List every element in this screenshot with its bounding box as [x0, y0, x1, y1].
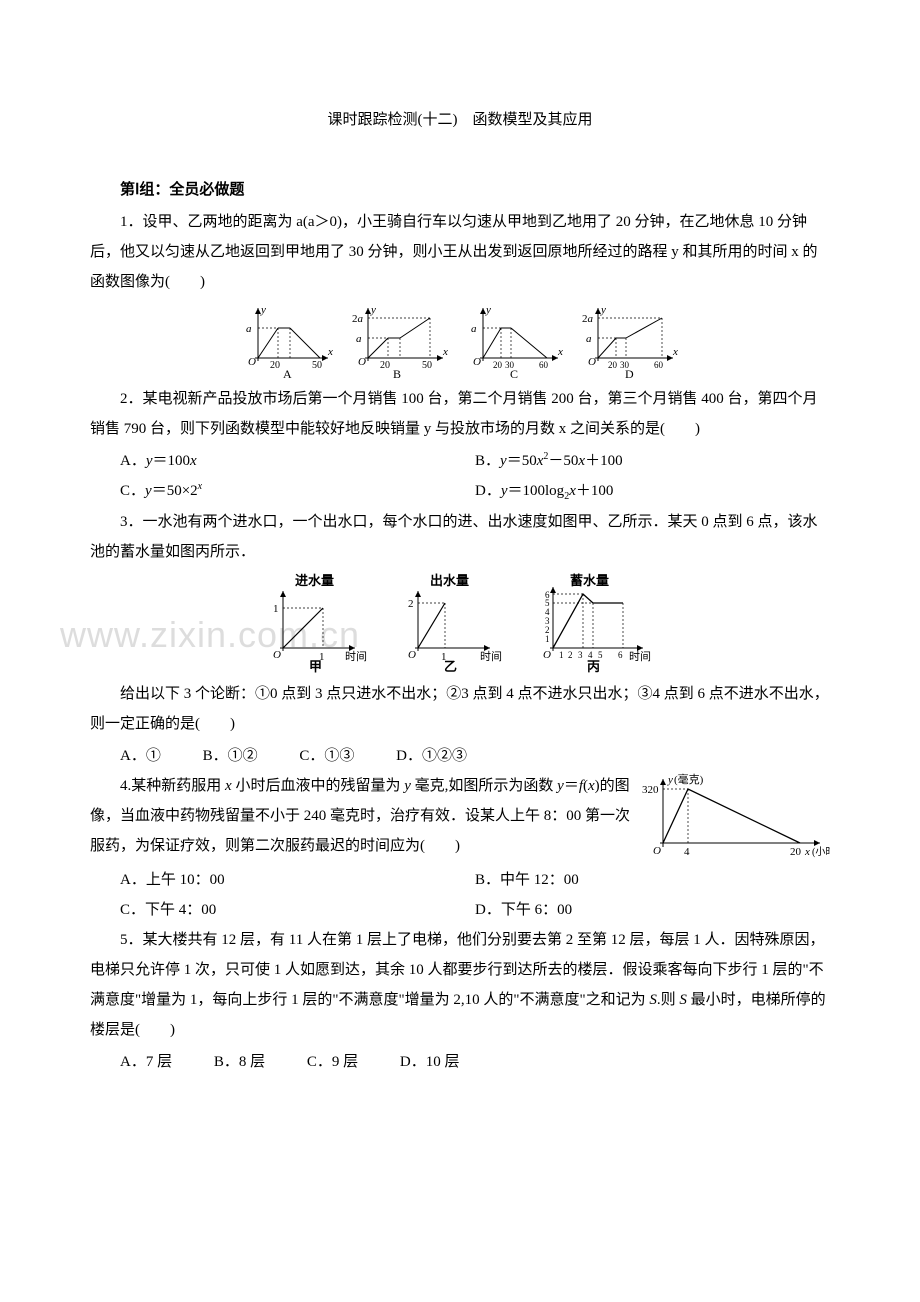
svg-text:y: y — [370, 304, 376, 316]
svg-text:B: B — [393, 367, 401, 378]
q2-opt-b: B．y＝50x2－50x＋100 — [475, 446, 830, 476]
q5-opt-c: C．9 层 — [307, 1047, 358, 1077]
q1-figures: x y O a 20 50 A x y O 2a a 20 50 B — [90, 303, 830, 378]
q2-options: A．y＝100x B．y＝50x2－50x＋100 C．y＝50×2x D．y＝… — [90, 446, 830, 507]
svg-text:C: C — [510, 367, 518, 378]
q4-opt-d: D．下午 6：00 — [475, 895, 830, 925]
q1-fig-a: x y O a 20 50 A — [240, 303, 335, 378]
svg-text:O: O — [543, 649, 551, 661]
svg-text:20: 20 — [380, 360, 390, 371]
q4-figure: y (毫克) 320 O 4 20 x (小时) — [640, 771, 830, 861]
svg-text:20: 20 — [493, 360, 503, 370]
svg-text:(毫克): (毫克) — [674, 772, 704, 786]
svg-text:50: 50 — [422, 360, 432, 371]
q1-fig-b: x y O 2a a 20 50 B — [350, 303, 450, 378]
svg-text:20: 20 — [608, 360, 618, 370]
svg-text:60: 60 — [654, 360, 664, 370]
question-5-text: 5．某大楼共有 12 层，有 11 人在第 1 层上了电梯，他们分别要去第 2 … — [90, 925, 830, 1045]
svg-text:(小时): (小时) — [812, 846, 830, 858]
svg-text:2a: 2a — [352, 313, 364, 325]
section-heading: 第Ⅰ组：全员必做题 — [90, 175, 830, 205]
svg-text:320: 320 — [642, 784, 659, 796]
svg-text:O: O — [473, 356, 481, 368]
svg-text:出水量: 出水量 — [430, 573, 469, 588]
svg-text:1: 1 — [273, 603, 279, 615]
svg-text:时间: 时间 — [480, 650, 502, 663]
q5-options: A．7 层 B．8 层 C．9 层 D．10 层 — [90, 1047, 830, 1077]
q5-opt-a: A．7 层 — [120, 1047, 172, 1077]
q1-fig-c: x y O a 20 30 60 C — [465, 303, 565, 378]
svg-text:y: y — [600, 304, 606, 316]
q2-opt-d: D．y＝100log2x＋100 — [475, 476, 830, 507]
svg-text:2: 2 — [408, 598, 414, 610]
q4-opt-a: A．上午 10：00 — [120, 865, 475, 895]
svg-text:O: O — [273, 649, 281, 661]
svg-text:a: a — [356, 333, 362, 345]
svg-text:20: 20 — [790, 846, 802, 858]
svg-text:y: y — [260, 304, 266, 316]
svg-text:x: x — [442, 346, 448, 358]
q3-options: A．① B．①② C．①③ D．①②③ — [90, 741, 830, 771]
q2-opt-a: A．y＝100x — [120, 446, 475, 476]
svg-text:y: y — [667, 774, 673, 786]
q5-opt-b: B．8 层 — [214, 1047, 265, 1077]
svg-text:2a: 2a — [582, 313, 594, 325]
q3-fig-bing: 蓄水量 6 5 4 3 2 1 O 1 2 3 4 5 6 时间 丙 — [525, 573, 665, 673]
svg-text:O: O — [588, 356, 596, 368]
svg-text:O: O — [358, 356, 366, 368]
svg-text:6: 6 — [618, 650, 623, 660]
svg-text:进水量: 进水量 — [295, 573, 334, 588]
svg-text:4: 4 — [684, 846, 690, 858]
svg-text:y: y — [485, 304, 491, 316]
q3-figures: www.zixin.com.cn 进水量 1 1 O 时间 甲 出水量 2 1 … — [90, 573, 830, 673]
svg-text:1: 1 — [545, 634, 550, 644]
svg-text:x: x — [672, 346, 678, 358]
q2-opt-c: C．y＝50×2x — [120, 476, 475, 507]
svg-text:时间: 时间 — [629, 650, 651, 663]
svg-text:x: x — [557, 346, 563, 358]
svg-text:时间: 时间 — [345, 650, 367, 663]
q4-opt-b: B．中午 12：00 — [475, 865, 830, 895]
q3-opt-a: A．① — [120, 741, 161, 771]
svg-text:a: a — [246, 323, 252, 335]
q4-opt-c: C．下午 4：00 — [120, 895, 475, 925]
question-3-text2: 给出以下 3 个论断：①0 点到 3 点只进水不出水；②3 点到 4 点不进水只… — [90, 679, 830, 739]
svg-text:3: 3 — [578, 650, 583, 660]
q3-opt-b: B．①② — [203, 741, 258, 771]
svg-text:A: A — [283, 367, 292, 378]
q1-fig-d: x y O 2a a 20 30 60 D — [580, 303, 680, 378]
page-title: 课时跟踪检测(十二) 函数模型及其应用 — [90, 105, 830, 135]
q3-fig-jia: 进水量 1 1 O 时间 甲 — [255, 573, 375, 673]
question-1-text: 1．设甲、乙两地的距离为 a(a＞0)，小王骑自行车以匀速从甲地到乙地用了 20… — [90, 207, 830, 297]
q3-opt-c: C．①③ — [299, 741, 354, 771]
svg-text:20: 20 — [270, 360, 280, 371]
svg-text:a: a — [586, 333, 592, 345]
svg-text:50: 50 — [312, 360, 322, 371]
svg-text:x: x — [327, 346, 333, 358]
svg-text:蓄水量: 蓄水量 — [570, 573, 609, 588]
svg-text:60: 60 — [539, 360, 549, 370]
q3-fig-yi: 出水量 2 1 O 时间 乙 — [390, 573, 510, 673]
question-3-text1: 3．一水池有两个进水口，一个出水口，每个水口的进、出水速度如图甲、乙所示．某天 … — [90, 507, 830, 567]
svg-text:x: x — [804, 846, 810, 858]
svg-text:O: O — [248, 356, 256, 368]
svg-text:O: O — [408, 649, 416, 661]
question-2-text: 2．某电视新产品投放市场后第一个月销售 100 台，第二个月销售 200 台，第… — [90, 384, 830, 444]
svg-text:D: D — [625, 367, 634, 378]
svg-text:2: 2 — [568, 650, 573, 660]
svg-text:a: a — [471, 323, 477, 335]
svg-text:乙: 乙 — [444, 659, 457, 673]
q5-opt-d: D．10 层 — [400, 1047, 460, 1077]
q4-options: A．上午 10：00 B．中午 12：00 C．下午 4：00 D．下午 6：0… — [90, 865, 830, 925]
svg-text:O: O — [653, 845, 661, 857]
q3-opt-d: D．①②③ — [396, 741, 467, 771]
svg-text:1: 1 — [559, 650, 564, 660]
svg-text:丙: 丙 — [587, 659, 600, 673]
svg-text:甲: 甲 — [309, 659, 322, 673]
